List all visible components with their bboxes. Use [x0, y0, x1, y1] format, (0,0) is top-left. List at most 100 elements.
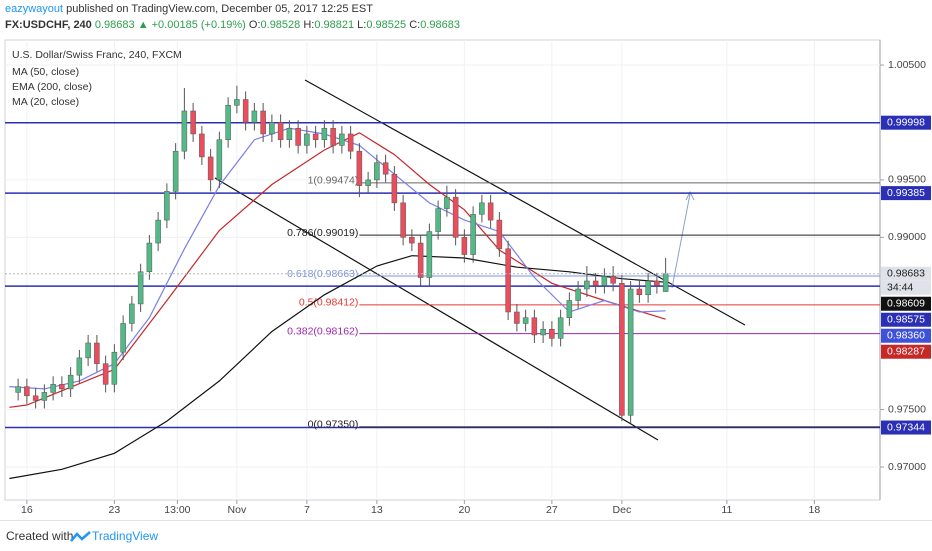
candle-body	[374, 162, 380, 181]
candle-body	[207, 156, 214, 181]
candle-body	[146, 242, 153, 273]
candle-body	[531, 317, 538, 336]
candle-body	[645, 280, 651, 296]
price-label-bg	[881, 186, 931, 201]
price: 0.98683	[94, 19, 135, 31]
x-tick-label: 7	[304, 504, 310, 516]
ohlc-value: 0.98821	[314, 19, 355, 31]
candle-body	[549, 328, 555, 339]
candle-body	[102, 363, 109, 385]
candle-body	[417, 242, 424, 278]
candle-body	[24, 386, 30, 397]
candle-body	[242, 99, 249, 123]
candle-body	[452, 196, 459, 238]
candle-body	[505, 248, 511, 313]
channel-lower	[214, 177, 659, 441]
publish-line: eazywayout published on TradingView.com,…	[5, 3, 373, 15]
projection-arrow	[671, 193, 691, 289]
candle-body	[67, 374, 74, 390]
x-tick-label: Nov	[228, 504, 247, 516]
ohlc-key: H:	[303, 19, 315, 31]
candle-body	[225, 104, 231, 140]
candle-body	[76, 357, 83, 376]
price-label-bg	[881, 312, 931, 327]
created-with: Created with	[6, 529, 74, 543]
y-tick-label: 0.97500	[888, 403, 926, 415]
candle-body	[234, 99, 240, 106]
candle-body	[304, 133, 310, 146]
candle-body	[129, 303, 135, 324]
candle-body	[444, 196, 450, 209]
fib-label: 0.382(0.98162)	[287, 325, 358, 337]
x-tick-label: 27	[546, 504, 558, 516]
candle-body	[461, 237, 468, 255]
candle-body	[514, 311, 520, 324]
x-tick-label: 16	[21, 504, 33, 516]
y-tick-label: 0.99000	[888, 231, 926, 243]
candle-body	[347, 133, 354, 152]
candle-body	[251, 110, 258, 123]
change: ▲ +0.00185 (+0.19%)	[137, 19, 246, 31]
candle-body	[557, 317, 564, 339]
header: eazywayout published on TradingView.com,…	[0, 0, 932, 36]
candle-body	[181, 110, 188, 152]
chart-title: U.S. Dollar/Swiss Franc, 240, FXCM	[12, 49, 182, 61]
price-label-bg	[881, 344, 931, 359]
x-tick-label: 18	[809, 504, 821, 516]
candle-body	[286, 127, 293, 140]
candle-body	[216, 139, 223, 181]
candle-body	[356, 150, 363, 186]
price-label: 0.97344	[887, 421, 925, 433]
candle-body	[295, 127, 301, 146]
candle-body	[496, 219, 503, 250]
candle-body	[269, 122, 275, 135]
candle-body	[409, 237, 415, 244]
candle-body	[662, 273, 669, 292]
legend-entry: MA (50, close)	[12, 66, 79, 78]
candle-body	[592, 280, 599, 286]
countdown: 34:44	[887, 282, 913, 294]
logo	[70, 531, 91, 542]
candle-body	[137, 271, 144, 305]
price-label-bg	[881, 328, 931, 343]
legend-entry: MA (20, close)	[12, 96, 79, 108]
candle-body	[94, 342, 100, 364]
author[interactable]: eazywayout	[5, 3, 64, 15]
candle-body	[566, 300, 573, 318]
candle-body	[426, 231, 433, 278]
candle-body	[32, 395, 39, 401]
candle-body	[164, 191, 170, 221]
price-label-bg	[881, 115, 931, 130]
fib-label: 1(0.99474)	[308, 175, 359, 187]
x-tick-label: Dec	[613, 504, 632, 516]
candle-body	[575, 288, 581, 301]
fib-label: 0(0.97350)	[308, 419, 359, 431]
candle-body	[400, 202, 406, 238]
ohlc-value: 0.98528	[260, 19, 301, 31]
candle-body	[155, 219, 161, 244]
price-label: 0.98609	[887, 298, 925, 310]
chart: U.S. Dollar/Swiss Franc, 240, FXCM 1.005…	[4, 39, 931, 516]
ohlc: O:0.98528 H:0.98821 L:0.98525 C:0.98683	[249, 19, 460, 31]
brand[interactable]: TradingView	[92, 529, 159, 543]
candle-body	[627, 288, 634, 416]
candle-body	[610, 276, 616, 284]
price-label: 0.98575	[887, 314, 925, 326]
candle-body	[190, 110, 196, 135]
price-label: 0.98360	[887, 330, 925, 342]
candle-body	[260, 110, 266, 135]
x-tick-label: 20	[459, 504, 471, 516]
candle-body	[479, 202, 485, 215]
price-label-bg	[881, 296, 931, 311]
ohlc-key: O:	[248, 19, 261, 31]
ohlc-value: 0.98525	[366, 19, 407, 31]
candle-body	[382, 162, 389, 175]
price-label: 0.99385	[887, 187, 925, 199]
x-tick-label: 23	[109, 504, 121, 516]
ohlc-key: C:	[409, 19, 421, 31]
plot-frame	[4, 39, 881, 501]
ma-line	[9, 255, 666, 480]
candle-body	[41, 392, 48, 401]
candle-body	[339, 133, 345, 146]
